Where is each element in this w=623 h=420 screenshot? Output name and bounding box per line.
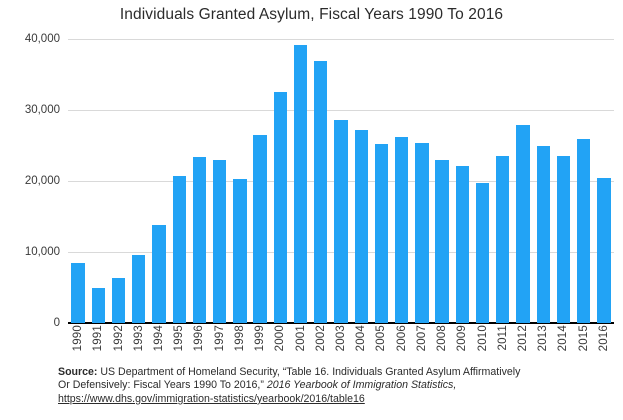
x-axis-tick-label: 2007 — [415, 325, 428, 352]
x-axis-tick-label: 2006 — [395, 325, 408, 352]
x-axis-tick-label: 1990 — [72, 325, 85, 352]
bar — [516, 124, 530, 323]
x-axis-tick-label: 2005 — [375, 325, 388, 352]
bar — [394, 136, 409, 323]
bar — [273, 92, 287, 323]
bar — [435, 159, 449, 323]
source-note: Source: US Department of Homeland Securi… — [58, 366, 618, 406]
source-line-2-text: Or Defensively: Fiscal Years 1990 To 201… — [58, 379, 267, 392]
x-axis-tick-label: 2015 — [577, 325, 590, 352]
x-axis-tick-label: 2003 — [335, 325, 347, 352]
y-axis-tick-labels: 0 10,000 20,000 30,000 40,000 — [24, 33, 60, 329]
source-line-1: Source: US Department of Homeland Securi… — [58, 366, 618, 379]
bar-series — [68, 39, 614, 323]
bar — [536, 146, 550, 323]
x-axis-tick-label: 2016 — [597, 325, 610, 352]
bar — [132, 254, 146, 323]
bar — [496, 156, 510, 323]
bar — [293, 44, 308, 323]
plot-wrapper: 0 10,000 20,000 30,000 40,000 — [24, 33, 614, 329]
bar — [71, 263, 85, 323]
y-axis-tick-label: 0 — [53, 317, 60, 329]
bar — [314, 61, 328, 323]
y-axis-tick-label: 40,000 — [24, 33, 60, 45]
bar — [597, 178, 611, 323]
bar — [152, 225, 166, 323]
x-axis-tick-label: 2012 — [517, 325, 529, 352]
x-axis-tick-label: 2004 — [355, 325, 368, 352]
x-axis-tick-label: 2000 — [274, 325, 287, 352]
x-axis-tick-label: 1994 — [153, 325, 165, 352]
x-axis-tick-label: 1998 — [233, 325, 246, 352]
bar — [455, 166, 469, 323]
bar — [192, 156, 207, 323]
source-publication-title: 2016 Yearbook of Immigration Statistics, — [266, 379, 457, 392]
y-axis-tick-label: 20,000 — [24, 175, 60, 187]
y-axis-tick-label: 10,000 — [24, 246, 60, 258]
x-axis-tick-label: 1996 — [193, 325, 206, 352]
bar — [233, 178, 247, 323]
gridline — [68, 39, 614, 40]
gridline — [68, 110, 614, 111]
x-axis-tick-label: 2011 — [496, 325, 509, 351]
source-line-2: Or Defensively: Fiscal Years 1990 To 201… — [58, 379, 618, 392]
bar — [111, 278, 126, 323]
bar — [576, 139, 591, 323]
bar — [172, 176, 186, 323]
x-axis-tick-label: 1992 — [112, 325, 125, 352]
x-axis-tick-label: 1991 — [92, 325, 105, 352]
bar — [415, 143, 429, 323]
source-line-3: https://www.dhs.gov/immigration-statisti… — [58, 393, 618, 406]
bar — [253, 134, 267, 323]
x-axis-tick-label: 1997 — [213, 325, 226, 352]
chart-title: Individuals Granted Asylum, Fiscal Years… — [119, 6, 504, 23]
x-axis-tick-label: 2009 — [456, 325, 469, 352]
x-axis-tick-label: 1999 — [254, 325, 267, 352]
source-url-link[interactable]: https://www.dhs.gov/immigration-statisti… — [58, 392, 365, 405]
bar — [374, 144, 389, 323]
bar — [475, 183, 490, 323]
source-label: Source: — [58, 366, 98, 378]
x-axis-tick-label: 2013 — [537, 325, 550, 352]
x-axis-tick-label: 2008 — [436, 325, 449, 352]
x-axis-tick-label: 2002 — [314, 325, 327, 352]
x-axis-tick-label: 2010 — [476, 325, 489, 352]
source-line-1-text: US Department of Homeland Security, “Tab… — [97, 366, 521, 378]
bar — [334, 119, 348, 323]
y-axis-tick-label: 30,000 — [24, 104, 60, 116]
x-axis-tick-label: 1995 — [173, 325, 186, 352]
x-axis-tick-label: 1993 — [132, 325, 145, 352]
bar — [91, 288, 105, 323]
bar — [212, 160, 227, 323]
x-axis-tick-label: 2014 — [557, 325, 570, 352]
bar — [556, 156, 571, 323]
bar — [354, 129, 368, 323]
x-axis-tick-label: 2001 — [294, 325, 307, 352]
